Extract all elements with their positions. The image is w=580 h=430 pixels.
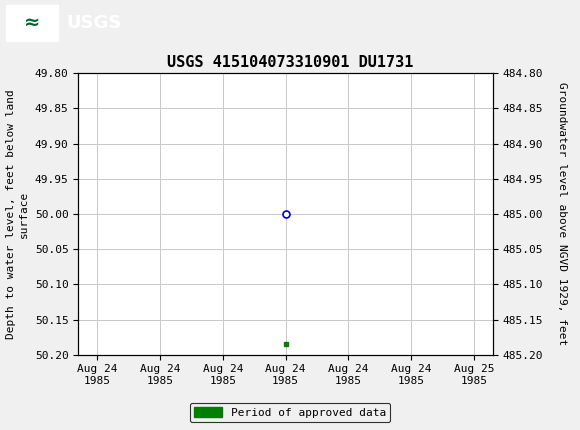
Text: USGS: USGS <box>67 14 122 31</box>
Y-axis label: Depth to water level, feet below land
surface: Depth to water level, feet below land su… <box>6 89 29 339</box>
Text: ≈: ≈ <box>24 13 40 32</box>
Legend: Period of approved data: Period of approved data <box>190 403 390 422</box>
FancyBboxPatch shape <box>6 4 58 41</box>
Text: USGS 415104073310901 DU1731: USGS 415104073310901 DU1731 <box>167 55 413 70</box>
Y-axis label: Groundwater level above NGVD 1929, feet: Groundwater level above NGVD 1929, feet <box>557 82 567 346</box>
